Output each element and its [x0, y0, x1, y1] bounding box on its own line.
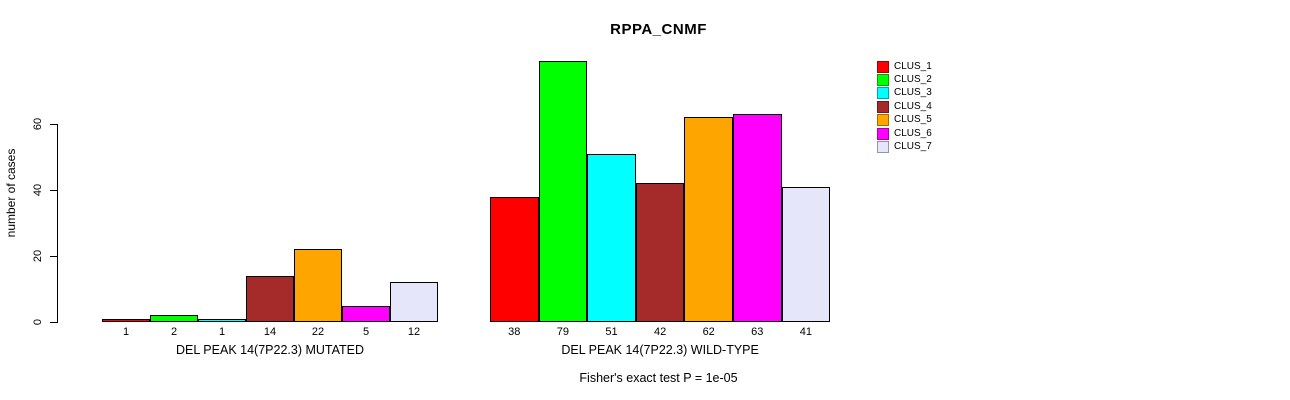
x-axis-group-label: DEL PEAK 14(7P22.3) WILD-TYPE	[561, 343, 759, 357]
x-axis-group-label: DEL PEAK 14(7P22.3) MUTATED	[175, 343, 365, 357]
legend-label: CLUS_5	[894, 114, 932, 126]
fisher-test-annotation: Fisher's exact test P = 1e-05	[579, 371, 738, 385]
bar-value-label: 42	[653, 326, 667, 338]
legend-swatch	[877, 141, 889, 154]
legend-label: CLUS_1	[894, 60, 932, 72]
bar-clus_1-group2	[490, 196, 539, 322]
bar-value-label: 2	[170, 326, 178, 338]
y-tick-label: 0	[32, 318, 44, 326]
bar-value-label: 79	[556, 326, 570, 338]
bar-value-label: 51	[605, 326, 618, 338]
legend-swatch	[877, 60, 889, 73]
bar-clus_5-group2	[684, 117, 733, 322]
bar-clus_6-group2	[733, 114, 782, 322]
bar-clus_2-group1	[150, 315, 198, 322]
legend-swatch	[877, 114, 889, 127]
bar-value-label: 5	[362, 326, 370, 338]
bar-clus_3-group1	[198, 318, 246, 322]
bar-clus_6-group1	[342, 305, 390, 322]
bar-clus_3-group2	[587, 153, 636, 322]
bar-clus_4-group1	[246, 275, 294, 322]
legend-item: CLUS_3	[877, 87, 932, 100]
legend-swatch	[877, 87, 889, 100]
legend-swatch	[877, 100, 889, 113]
legend-label: CLUS_2	[894, 74, 932, 86]
legend-item: CLUS_7	[877, 140, 932, 154]
legend-swatch	[877, 127, 889, 140]
y-tick-label: 20	[32, 249, 44, 263]
bar-value-label: 62	[702, 326, 715, 338]
bar-clus_5-group1	[294, 249, 342, 322]
bar-value-label: 63	[751, 326, 764, 338]
y-tick	[50, 190, 57, 191]
legend-item: CLUS_5	[877, 114, 932, 127]
bar-clus_7-group2	[781, 186, 831, 322]
legend-item: CLUS_2	[877, 73, 932, 87]
legend-swatch	[877, 74, 889, 87]
legend-label: CLUS_6	[894, 127, 932, 139]
legend-label: CLUS_7	[894, 141, 932, 153]
bar-value-label: 38	[508, 326, 521, 338]
y-axis-label: number of cases	[4, 148, 18, 238]
bar-value-label: 14	[263, 326, 277, 338]
y-axis-line	[57, 124, 58, 323]
bar-value-label: 12	[407, 326, 421, 338]
bar-clus_7-group1	[390, 282, 438, 322]
bar-value-label: 41	[799, 326, 813, 338]
y-tick-label: 40	[32, 183, 44, 197]
legend-item: CLUS_1	[877, 60, 932, 73]
y-tick	[50, 124, 57, 125]
y-tick	[50, 256, 57, 257]
bar-clus_1-group1	[102, 318, 150, 322]
bar-clus_2-group2	[538, 61, 588, 322]
y-tick	[50, 322, 57, 323]
bar-value-label: 1	[218, 326, 226, 338]
bar-value-label: 22	[311, 326, 325, 338]
bar-clus_4-group2	[635, 183, 685, 322]
chart-title: RPPA_CNMF	[610, 21, 707, 38]
bar-value-label: 1	[122, 326, 130, 338]
y-tick-label: 60	[32, 117, 44, 131]
legend-item: CLUS_4	[877, 100, 932, 113]
legend-label: CLUS_3	[894, 87, 932, 99]
legend-item: CLUS_6	[877, 127, 932, 140]
legend: CLUS_1 CLUS_2 CLUS_3 CLUS_4 CLUS_5 CLUS_6 CLUS…	[877, 60, 932, 154]
legend-label: CLUS_4	[894, 100, 932, 112]
